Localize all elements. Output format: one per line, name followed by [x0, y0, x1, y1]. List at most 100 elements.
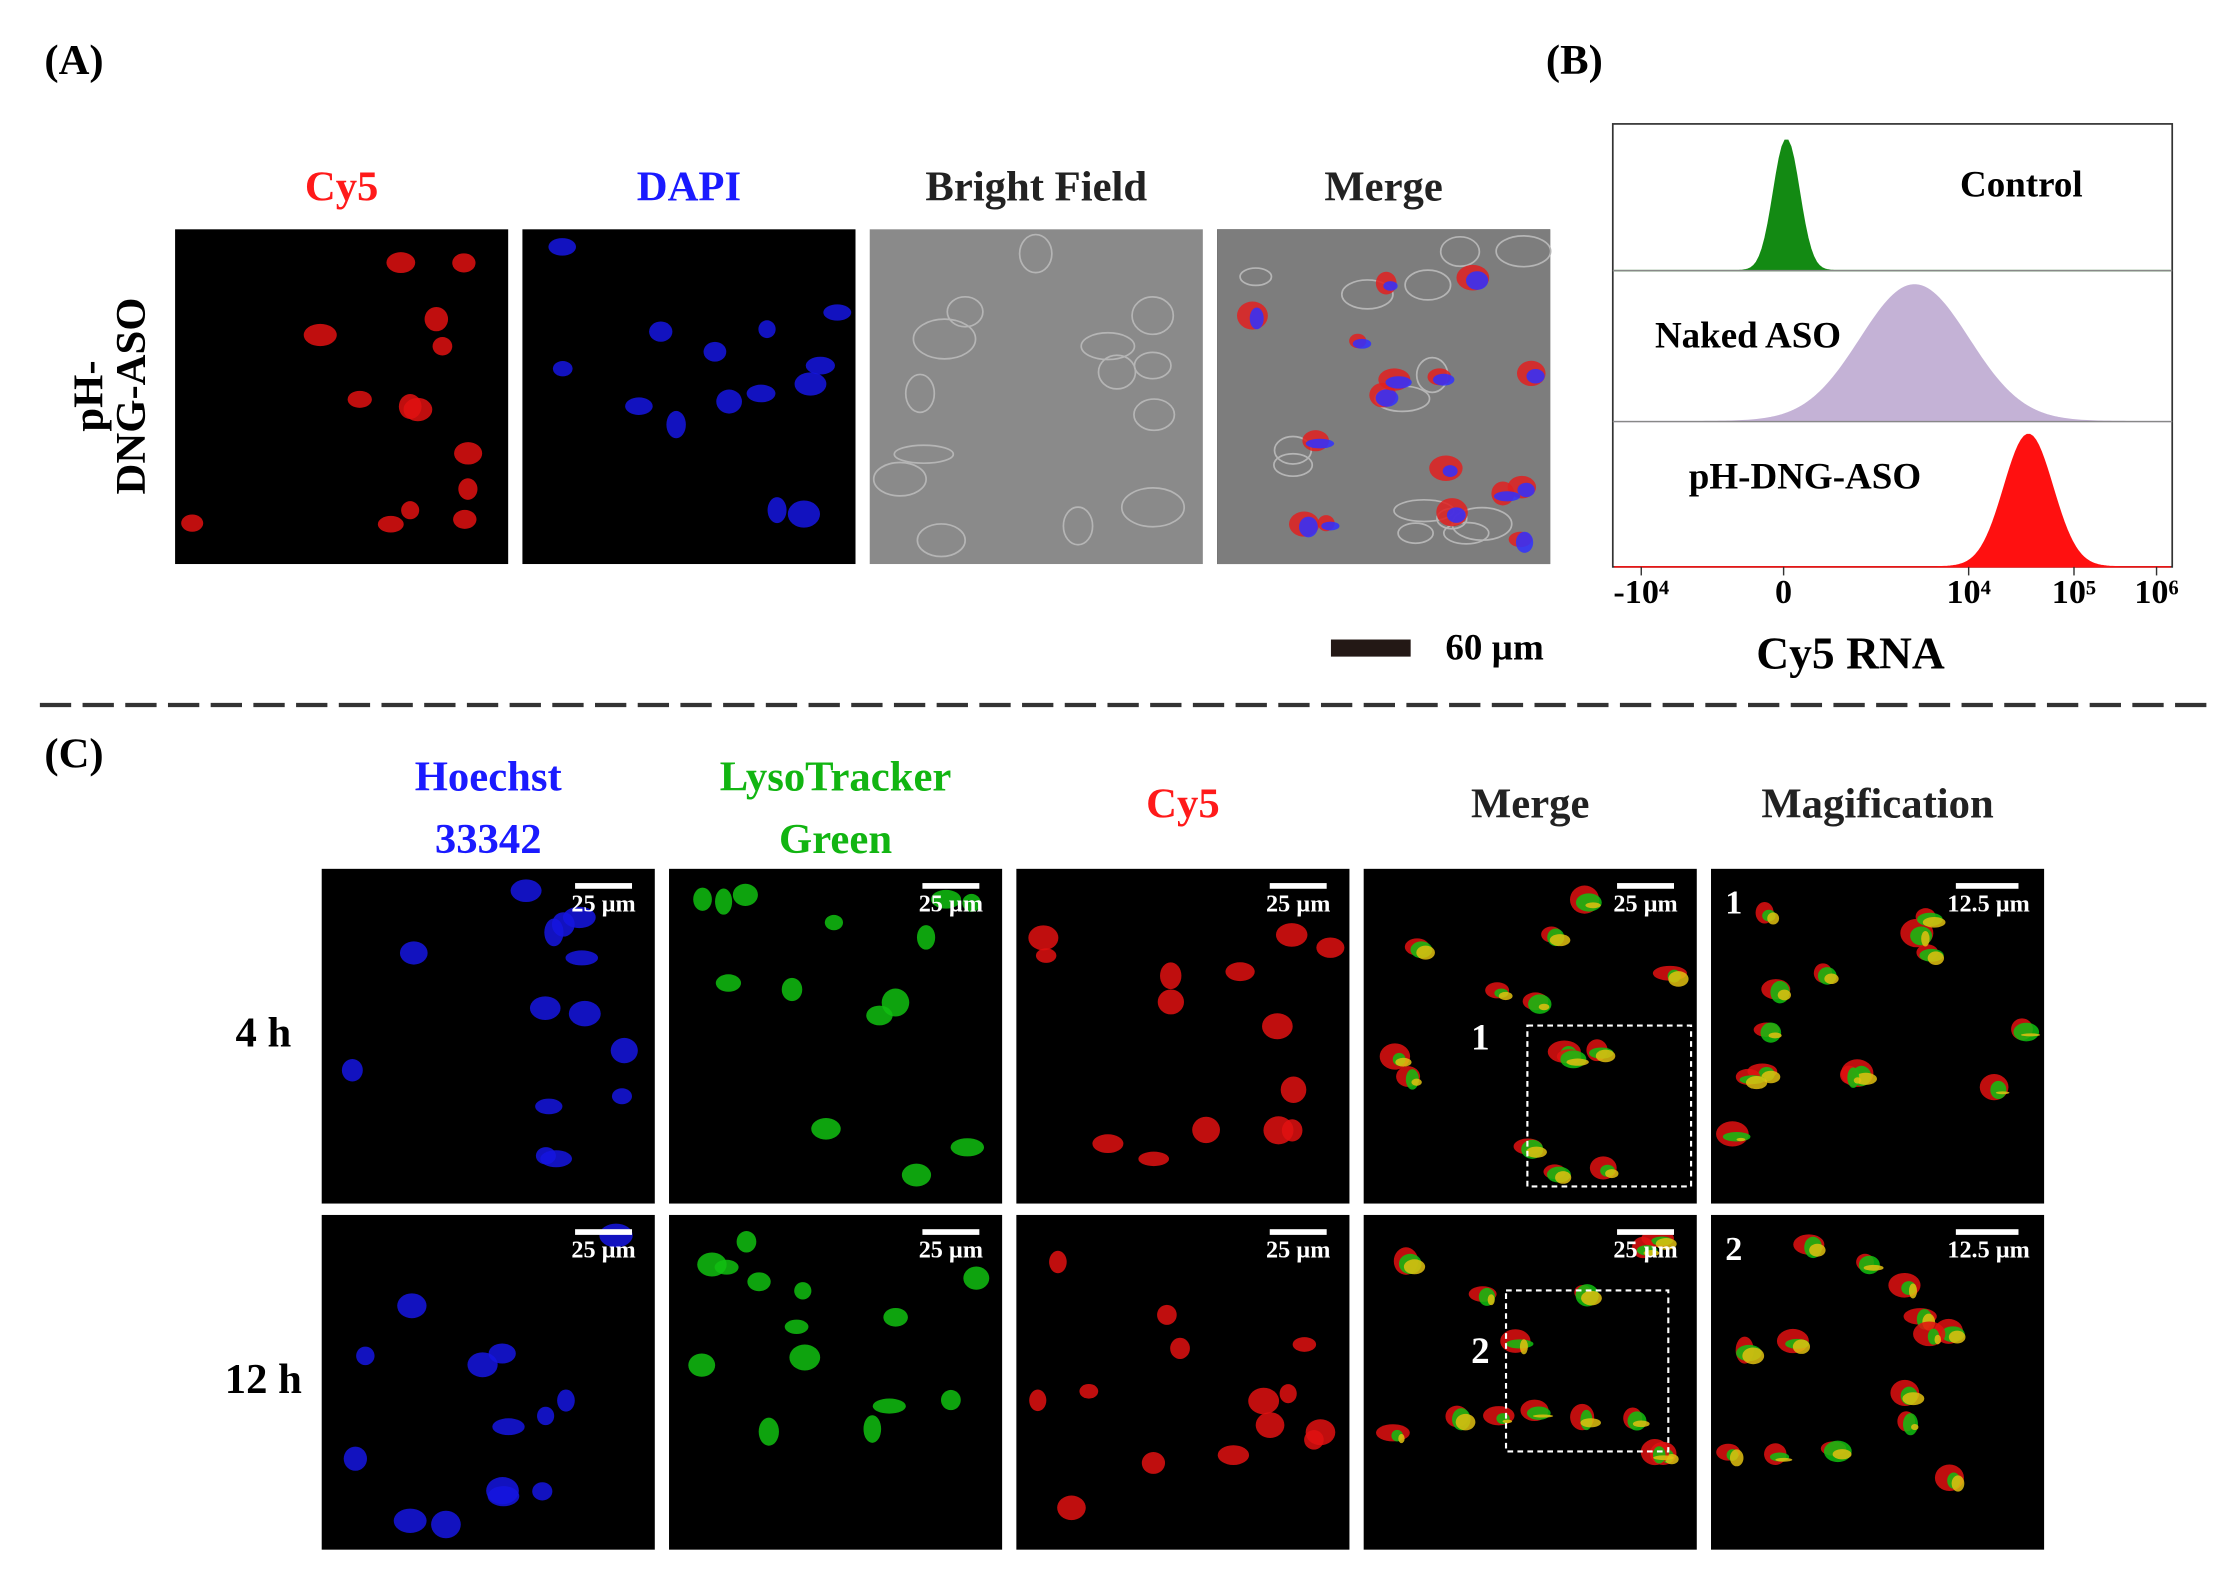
cell-signal [303, 323, 337, 347]
cell-signal [532, 1482, 553, 1501]
cell-signal [736, 1231, 757, 1253]
cell-signal [1292, 1337, 1317, 1352]
cell-signal [1736, 1137, 1746, 1142]
cell-signal [540, 1150, 573, 1168]
cell-signal [784, 1319, 809, 1335]
region-number: 1 [1471, 1018, 1490, 1059]
cell-signal [883, 1307, 908, 1327]
cell-signal [1217, 1445, 1250, 1465]
cell-signal [794, 1282, 812, 1300]
panel-label: (C) [44, 731, 103, 778]
cell-signal [1908, 1283, 1918, 1299]
scale-bar-label: 12.5 µm [1947, 890, 2029, 917]
cell-outline [1239, 267, 1273, 287]
cell-signal [823, 304, 852, 321]
panel-label: (A) [44, 37, 103, 84]
cell-signal [562, 906, 596, 929]
cell-signal [940, 1389, 961, 1411]
cell-signal [688, 1353, 716, 1377]
cell-signal [181, 514, 204, 532]
cell-outline [1097, 354, 1137, 390]
cell-signal [1767, 912, 1780, 925]
cell-signal [746, 384, 776, 403]
scale-bar-label: 25 µm [919, 890, 983, 917]
cell-signal [747, 1272, 771, 1292]
cell-signal [1035, 948, 1057, 963]
cell-signal [1605, 1169, 1619, 1179]
cell-signal [1280, 1076, 1307, 1104]
cell-outline [1404, 269, 1452, 301]
scale-bar-label: 25 µm [571, 890, 635, 917]
column-header: Merge [1324, 164, 1442, 211]
cell-signal [1585, 902, 1601, 909]
cell-signal [1927, 951, 1945, 965]
cell-signal [1249, 307, 1264, 330]
cell-signal [454, 442, 483, 465]
cell-signal [1192, 1116, 1220, 1144]
scale-bar [922, 1229, 980, 1235]
cell-signal [1352, 338, 1372, 349]
cell-signal [347, 390, 372, 408]
cell-signal [805, 356, 835, 375]
cell-signal [1528, 994, 1552, 1014]
cell-signal [1581, 1290, 1602, 1306]
scale-bar [1269, 1229, 1327, 1235]
cell-signal [1652, 1446, 1666, 1464]
cell-signal [399, 941, 428, 965]
cell-signal [343, 1446, 368, 1471]
scale-bar-label: 25 µm [1613, 1237, 1677, 1264]
panel-label: (B) [1546, 37, 1603, 84]
cell-signal [424, 306, 449, 332]
cell-signal [1902, 1392, 1925, 1406]
cell-signal [1921, 931, 1930, 947]
cell-signal [548, 238, 577, 256]
cell-signal [1632, 1420, 1650, 1428]
cell-signal [377, 515, 404, 533]
column-header: Green [779, 816, 892, 863]
zoom-box [1504, 1289, 1670, 1453]
row-label: 12 h [225, 1356, 302, 1403]
cell-outline [912, 318, 977, 360]
cell-signal [2020, 1033, 2041, 1037]
x-tick-label: 10⁴ [1946, 574, 1990, 611]
cell-outline [1062, 506, 1094, 546]
cell-signal [697, 1252, 727, 1277]
region-number: 2 [1725, 1231, 1742, 1268]
cell-signal [872, 1398, 906, 1414]
cell-signal [1170, 1337, 1190, 1360]
cell-signal [1403, 1259, 1426, 1275]
cell-outline [1340, 279, 1394, 310]
cell-signal [458, 478, 478, 500]
cell-signal [1832, 1449, 1852, 1460]
cell-signal [1519, 1339, 1528, 1355]
cell-signal [1580, 1418, 1601, 1428]
cell-signal [565, 950, 599, 966]
cell-signal [1299, 516, 1318, 538]
sample-label: Naked ASO [1655, 315, 1841, 356]
cell-signal [1911, 1423, 1919, 1431]
cell-signal [1853, 1077, 1862, 1084]
cell-signal [1595, 1049, 1616, 1063]
cell-signal [611, 1088, 633, 1105]
scale-bar-label: 25 µm [919, 1237, 983, 1264]
micrograph [175, 229, 509, 565]
cell-signal [1653, 1455, 1674, 1461]
cell-signal [758, 320, 776, 339]
x-axis-label: Cy5 RNA [1756, 627, 1945, 678]
cell-signal [1029, 1389, 1047, 1412]
cell-signal [1487, 1294, 1495, 1306]
cell-signal [1275, 923, 1308, 947]
cell-signal [1824, 973, 1839, 985]
cell-signal [1305, 438, 1335, 449]
region-number: 2 [1471, 1331, 1490, 1372]
micrograph [321, 868, 655, 1204]
cell-signal [1809, 1243, 1826, 1257]
cell-signal [467, 1352, 498, 1378]
cell-signal [1643, 1250, 1660, 1257]
cell-signal [431, 1510, 461, 1539]
cell-signal [1383, 281, 1398, 291]
cell-signal [492, 1418, 525, 1436]
row-label: DNG-ASO [108, 297, 155, 494]
scale-bar-label: 25 µm [1266, 1237, 1330, 1264]
cell-signal [1566, 1058, 1589, 1066]
